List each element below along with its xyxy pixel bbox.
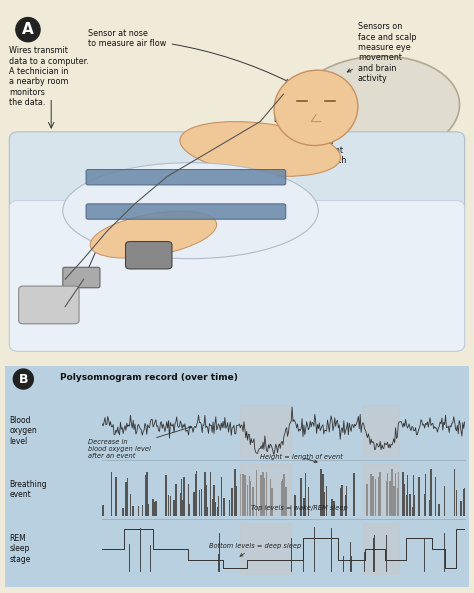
Text: Height = length of event: Height = length of event — [260, 454, 343, 463]
FancyBboxPatch shape — [18, 286, 79, 324]
Text: Breathing
event: Breathing event — [9, 480, 47, 499]
FancyBboxPatch shape — [9, 132, 465, 351]
Ellipse shape — [63, 162, 319, 259]
Text: Wires transmit
data to a computer.
A technician in
a nearby room
monitors
the da: Wires transmit data to a computer. A tec… — [9, 46, 89, 107]
FancyBboxPatch shape — [86, 170, 286, 185]
Text: Bottom levels = deep sleep: Bottom levels = deep sleep — [209, 543, 301, 556]
FancyBboxPatch shape — [0, 364, 474, 589]
Text: A: A — [22, 22, 34, 37]
Text: Elastic belt
sensors around
chest and belly
measure amount
of effort to breath: Elastic belt sensors around chest and be… — [240, 114, 346, 191]
Text: REM
sleep
stage: REM sleep stage — [9, 534, 31, 563]
Text: B: B — [18, 372, 28, 385]
Text: Blood
oxygen
level: Blood oxygen level — [9, 416, 37, 446]
Text: Sensors on
face and scalp
measure eye
movement
and brain
activity: Sensors on face and scalp measure eye mo… — [347, 22, 416, 83]
Text: Polysomnogram record (over time): Polysomnogram record (over time) — [61, 372, 238, 381]
Ellipse shape — [180, 122, 340, 176]
Ellipse shape — [274, 70, 358, 145]
FancyBboxPatch shape — [9, 200, 465, 351]
FancyBboxPatch shape — [63, 267, 100, 288]
Ellipse shape — [90, 211, 217, 258]
FancyBboxPatch shape — [86, 204, 286, 219]
Text: Sensor at nose
to measure air flow: Sensor at nose to measure air flow — [88, 29, 289, 82]
Text: Decrease in
blood oxygen level
after an event: Decrease in blood oxygen level after an … — [88, 426, 191, 459]
FancyBboxPatch shape — [126, 241, 172, 269]
Text: Top levels = wake/REM sleep: Top levels = wake/REM sleep — [251, 505, 348, 511]
Text: Sensor on finger
measures amount of
oxygen in blood: Sensor on finger measures amount of oxyg… — [70, 200, 153, 276]
Ellipse shape — [293, 56, 460, 160]
